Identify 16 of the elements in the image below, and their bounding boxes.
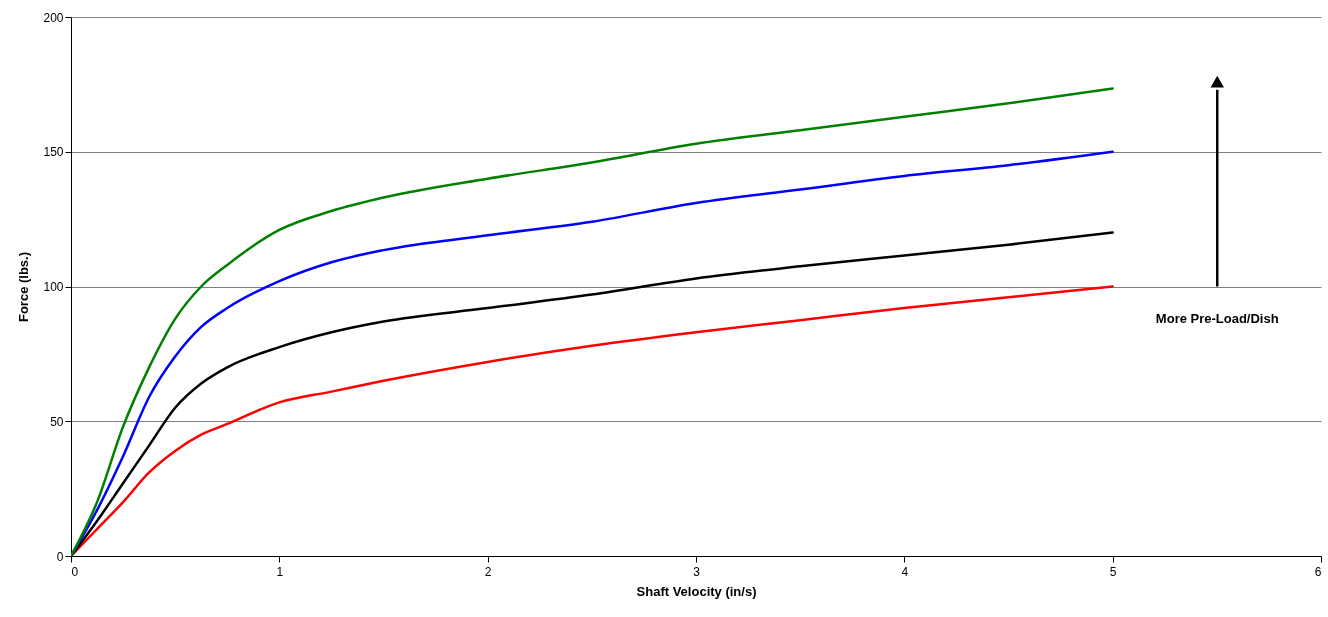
x-tick-label: 6	[1314, 564, 1322, 579]
y-tick-label: 50	[50, 414, 64, 429]
x-tick-label: 5	[1109, 564, 1117, 579]
annotation: More Pre-Load/Dish	[1155, 310, 1279, 326]
y-tick-label: 200	[43, 10, 64, 25]
x-tick-label: 1	[276, 564, 284, 579]
x-tick-label: 4	[901, 564, 909, 579]
line-series	[71, 285, 1114, 556]
y-tick-label: 150	[43, 145, 64, 160]
x-tick-label: 2	[484, 564, 492, 579]
x-tick-label: 3	[693, 564, 701, 579]
y-axis-title: Force (lbs.)	[16, 251, 32, 323]
x-tick-label: 0	[71, 564, 79, 579]
y-tick-label: 0	[56, 549, 64, 564]
y-tick-label: 100	[43, 280, 64, 294]
x-axis-title: Shaft Velocity (in/s)	[636, 583, 757, 599]
